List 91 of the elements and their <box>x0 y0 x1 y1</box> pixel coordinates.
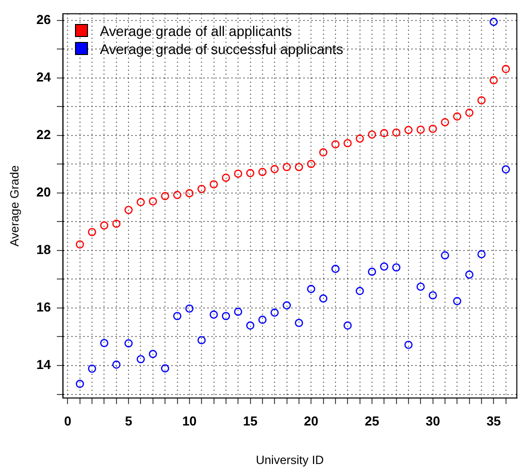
x-tick-label: 30 <box>426 413 440 428</box>
y-tick-label: 20 <box>36 184 51 200</box>
point <box>453 296 462 306</box>
y-tick-label: 22 <box>36 127 51 142</box>
point <box>100 221 108 230</box>
point <box>222 174 230 182</box>
point <box>294 318 304 328</box>
point <box>392 263 400 272</box>
point <box>294 162 304 172</box>
point <box>368 130 376 139</box>
point <box>185 189 194 198</box>
point <box>148 197 158 206</box>
x-tick-label: 10 <box>182 413 197 428</box>
point <box>368 268 376 276</box>
point <box>88 364 96 373</box>
point <box>356 134 364 143</box>
point <box>307 160 316 168</box>
point <box>198 336 206 344</box>
point <box>222 312 230 320</box>
point <box>160 364 170 372</box>
point <box>258 168 267 176</box>
point <box>76 380 84 388</box>
point <box>234 170 242 178</box>
point <box>210 310 218 319</box>
legend-label: Average grade of all applicants <box>100 22 292 40</box>
x-tick-label: 20 <box>304 413 318 428</box>
point <box>124 206 133 214</box>
point <box>331 140 340 148</box>
point <box>344 321 352 330</box>
legend-label: Average grade of successful applicants <box>100 40 344 58</box>
point <box>380 262 388 271</box>
point <box>246 321 254 330</box>
point <box>136 198 145 206</box>
point <box>270 308 279 317</box>
y-tick-label: 16 <box>36 300 51 315</box>
point <box>477 250 486 258</box>
point <box>160 192 170 200</box>
point <box>344 139 352 148</box>
y-tick-label: 24 <box>36 70 52 85</box>
point <box>112 220 121 228</box>
point <box>173 312 182 320</box>
point <box>465 108 474 117</box>
point <box>428 291 437 300</box>
point <box>270 164 279 174</box>
point <box>100 338 108 348</box>
point <box>392 128 400 137</box>
point <box>404 340 413 349</box>
point <box>490 76 498 84</box>
point <box>331 264 340 273</box>
point <box>198 184 206 194</box>
x-tick-label: 0 <box>64 413 72 428</box>
point <box>356 286 364 296</box>
point <box>112 360 121 369</box>
point <box>502 64 510 74</box>
y-axis-title: Average Grade <box>8 164 22 246</box>
point <box>490 18 498 26</box>
point <box>440 118 450 126</box>
point <box>404 126 413 134</box>
point <box>428 124 437 133</box>
point <box>380 129 388 138</box>
point <box>124 339 133 348</box>
point <box>258 316 267 324</box>
point <box>282 301 291 310</box>
point <box>307 284 316 294</box>
point <box>185 304 194 313</box>
point <box>502 165 510 174</box>
x-tick-label: 5 <box>124 413 132 428</box>
point <box>319 148 328 157</box>
point <box>148 350 158 358</box>
point <box>246 169 254 178</box>
point <box>477 96 486 104</box>
y-tick-label: 14 <box>36 357 52 372</box>
y-tick-label: 26 <box>36 12 51 27</box>
y-tick-label: 18 <box>36 242 51 258</box>
point <box>282 162 291 172</box>
point <box>440 251 450 260</box>
point <box>234 308 242 316</box>
point <box>210 180 218 188</box>
point <box>453 112 462 121</box>
x-tick-label: 35 <box>486 413 501 428</box>
point <box>76 240 84 249</box>
x-tick-label: 25 <box>364 413 380 428</box>
point <box>416 126 425 134</box>
point <box>319 294 328 303</box>
point <box>416 282 425 291</box>
point <box>465 270 474 279</box>
point <box>136 355 145 364</box>
point <box>88 228 96 236</box>
x-tick-label: 15 <box>243 413 258 428</box>
x-axis-title: University ID <box>256 453 324 468</box>
point <box>173 190 182 200</box>
